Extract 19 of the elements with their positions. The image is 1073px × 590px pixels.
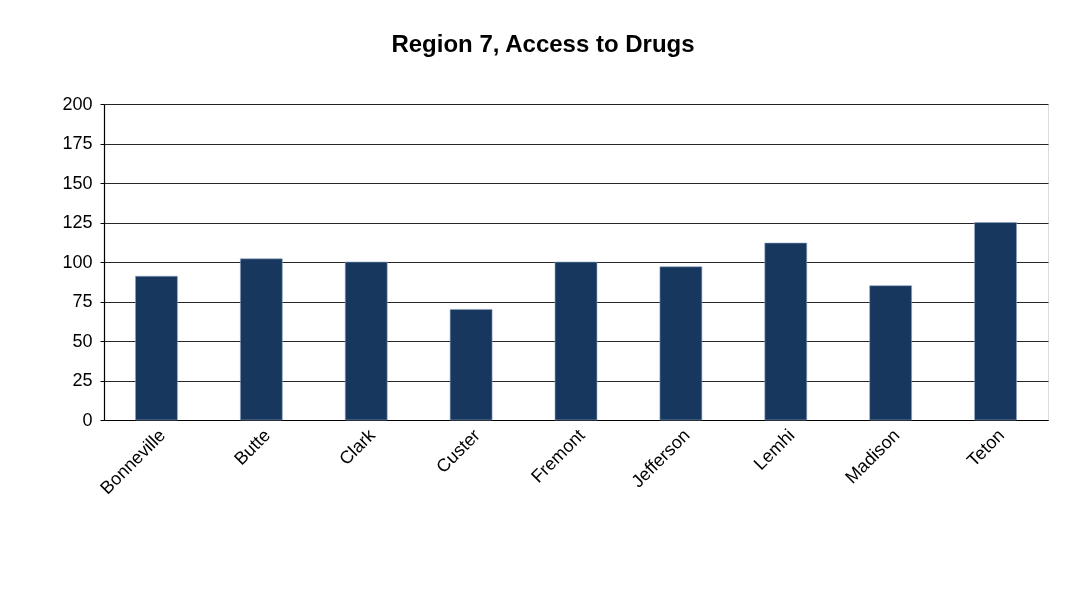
chart-title: Region 7, Access to Drugs [391, 30, 695, 57]
y-tick-label: 75 [72, 291, 93, 311]
y-tick-label: 50 [72, 330, 93, 351]
bar [135, 275, 178, 421]
bar [240, 258, 283, 421]
y-tick-label: 100 [62, 251, 93, 272]
y-tick-label: 125 [62, 212, 93, 232]
bar [764, 242, 808, 421]
bar [974, 222, 1017, 421]
bar [344, 261, 388, 421]
y-tick-label: 150 [62, 172, 93, 193]
bar [869, 285, 912, 421]
y-tick-label: 25 [72, 370, 93, 390]
bar [659, 266, 703, 421]
bar [449, 309, 493, 421]
y-tick-label: 175 [62, 133, 93, 153]
y-tick-label: 200 [62, 93, 93, 114]
bar [554, 261, 598, 421]
y-tick-label: 0 [82, 409, 93, 430]
